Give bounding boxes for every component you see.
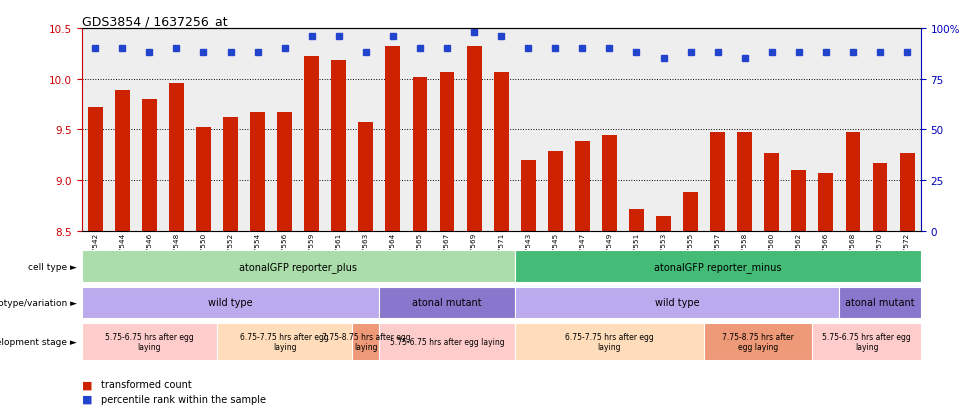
Bar xyxy=(812,323,921,361)
Text: cell type ►: cell type ► xyxy=(28,262,77,271)
Text: wild type: wild type xyxy=(209,298,253,308)
Bar xyxy=(358,123,373,231)
Text: atonal mutant: atonal mutant xyxy=(846,298,915,308)
Bar xyxy=(792,171,806,231)
Text: transformed count: transformed count xyxy=(101,380,191,389)
Text: genotype/variation ►: genotype/variation ► xyxy=(0,298,77,307)
Bar xyxy=(515,287,840,319)
Text: 5.75-6.75 hrs after egg
laying: 5.75-6.75 hrs after egg laying xyxy=(823,332,911,351)
Bar xyxy=(846,133,860,231)
Bar xyxy=(521,161,535,231)
Bar xyxy=(250,113,265,231)
Bar xyxy=(737,133,752,231)
Text: ■: ■ xyxy=(82,394,92,404)
Bar xyxy=(196,128,210,231)
Text: 7.75-8.75 hrs after
egg laying: 7.75-8.75 hrs after egg laying xyxy=(723,332,794,351)
Bar xyxy=(217,323,353,361)
Bar xyxy=(380,323,515,361)
Bar xyxy=(494,72,508,231)
Text: 6.75-7.75 hrs after egg
laying: 6.75-7.75 hrs after egg laying xyxy=(565,332,653,351)
Bar xyxy=(873,164,888,231)
Bar xyxy=(87,108,103,231)
Bar xyxy=(710,133,726,231)
Text: 7.75-8.75 hrs after egg
laying: 7.75-8.75 hrs after egg laying xyxy=(322,332,410,351)
Bar xyxy=(683,193,698,231)
Text: 5.75-6.75 hrs after egg
laying: 5.75-6.75 hrs after egg laying xyxy=(105,332,194,351)
Text: development stage ►: development stage ► xyxy=(0,337,77,346)
Bar xyxy=(332,61,346,231)
Bar xyxy=(114,90,130,231)
Bar xyxy=(467,47,481,231)
Text: 5.75-6.75 hrs after egg laying: 5.75-6.75 hrs after egg laying xyxy=(390,337,505,346)
Bar xyxy=(353,323,380,361)
Bar xyxy=(380,287,515,319)
Bar xyxy=(142,100,157,231)
Bar xyxy=(515,251,921,283)
Bar xyxy=(169,83,184,231)
Bar xyxy=(82,287,380,319)
Bar xyxy=(602,136,617,231)
Text: 6.75-7.75 hrs after egg
laying: 6.75-7.75 hrs after egg laying xyxy=(240,332,329,351)
Bar xyxy=(515,323,704,361)
Text: atonal mutant: atonal mutant xyxy=(412,298,481,308)
Bar xyxy=(277,113,292,231)
Bar xyxy=(764,153,779,231)
Bar xyxy=(899,153,915,231)
Bar xyxy=(82,323,217,361)
Text: wild type: wild type xyxy=(654,298,700,308)
Bar xyxy=(82,251,515,283)
Text: atonalGFP reporter_plus: atonalGFP reporter_plus xyxy=(239,261,357,272)
Bar xyxy=(439,72,455,231)
Bar xyxy=(819,173,833,231)
Bar xyxy=(548,151,563,231)
Text: ■: ■ xyxy=(82,380,92,389)
Bar xyxy=(629,209,644,231)
Bar xyxy=(412,78,428,231)
Text: atonalGFP reporter_minus: atonalGFP reporter_minus xyxy=(653,261,781,272)
Bar xyxy=(223,118,238,231)
Bar xyxy=(305,57,319,231)
Bar xyxy=(704,323,812,361)
Text: percentile rank within the sample: percentile rank within the sample xyxy=(101,394,266,404)
Bar xyxy=(385,47,401,231)
Bar xyxy=(840,287,921,319)
Text: GDS3854 / 1637256_at: GDS3854 / 1637256_at xyxy=(82,15,228,28)
Bar xyxy=(656,216,671,231)
Bar xyxy=(575,141,590,231)
